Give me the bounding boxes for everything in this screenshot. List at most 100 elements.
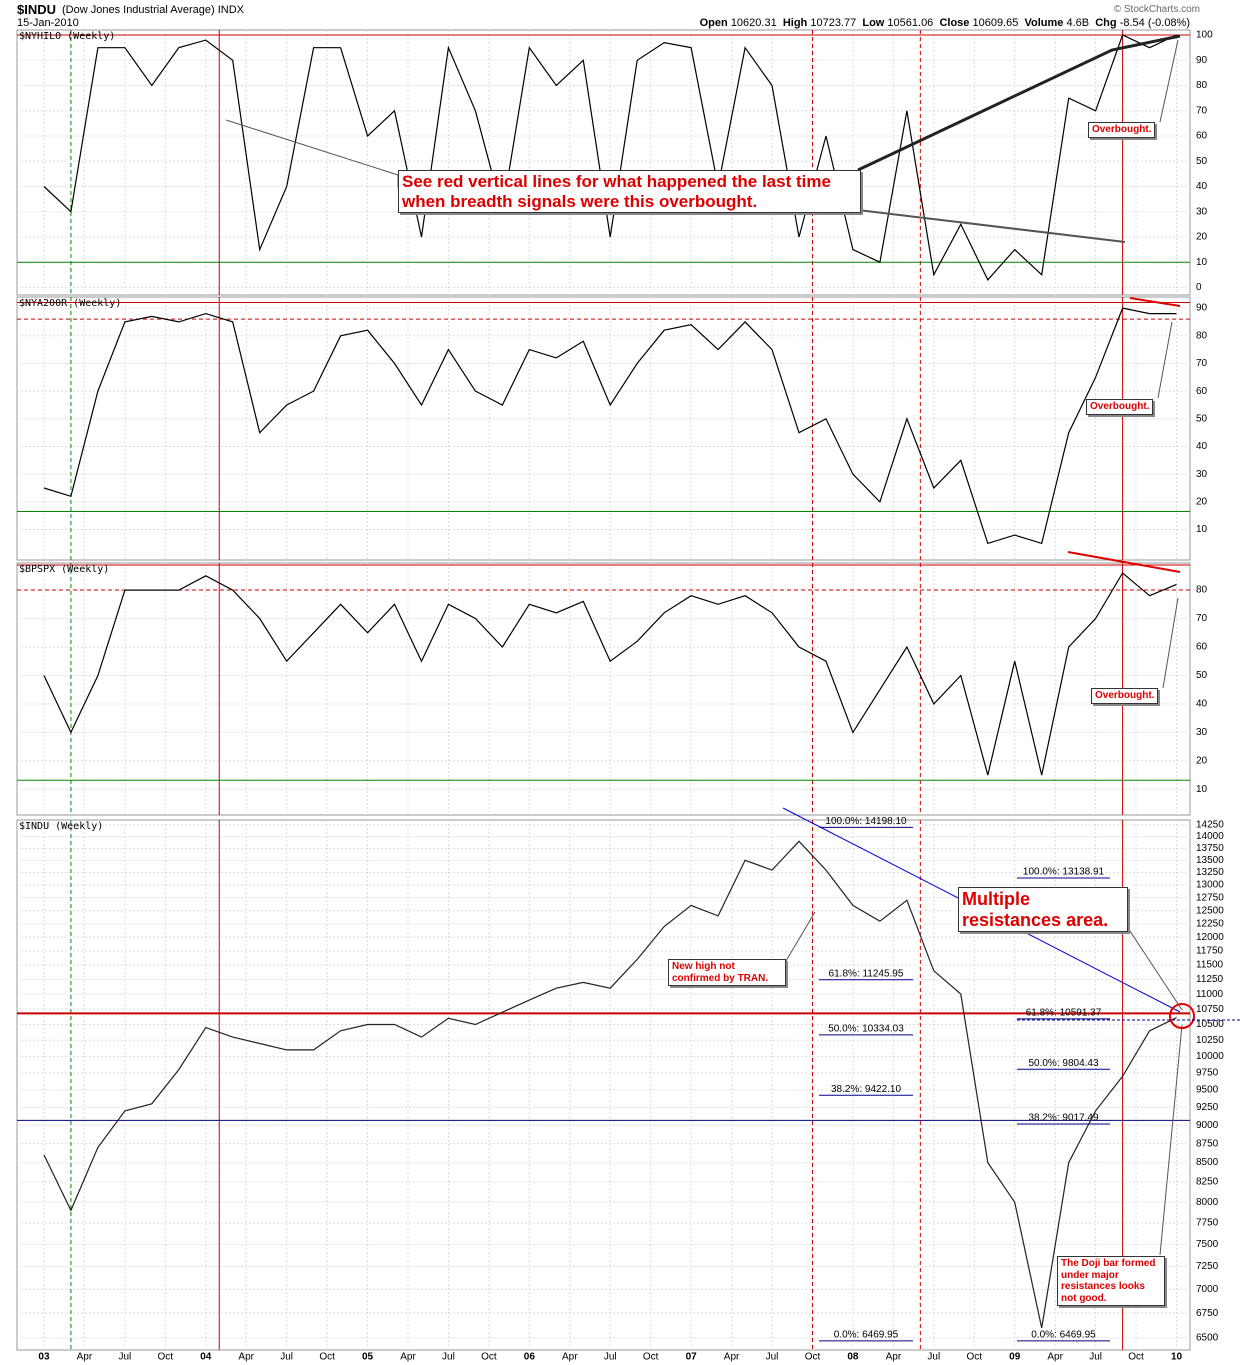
stat-label: Open [699,17,728,29]
x-tick-label: Oct [966,1352,982,1363]
fib-label: 100.0%: 14198.10 [825,816,907,827]
y-tick-label: 9500 [1196,1085,1219,1096]
series-line [43,34,1177,281]
y-tick-label: 30 [1196,727,1208,738]
fib-label: 61.8%: 10591.37 [1026,1008,1102,1019]
y-tick-label: 14250 [1196,820,1224,831]
x-tick-label: Oct [643,1352,659,1363]
y-tick-label: 100 [1196,30,1213,41]
y-tick-label: 14000 [1196,831,1224,842]
x-tick-label: Jul [1089,1352,1102,1363]
y-tick-label: 12500 [1196,905,1224,916]
x-tick-label: Apr [1047,1352,1063,1363]
y-tick-label: 70 [1196,105,1208,116]
y-tick-label: 20 [1196,232,1208,243]
y-tick-label: 40 [1196,181,1208,192]
x-tick-label: Oct [1128,1352,1144,1363]
y-tick-label: 12000 [1196,932,1224,943]
x-tick-label: 07 [686,1352,698,1363]
y-tick-label: 50 [1196,670,1208,681]
y-tick-label: 7250 [1196,1261,1219,1272]
annotation: Overbought. [1086,399,1154,415]
stat-label: High [782,17,808,29]
annotation: New high not confirmed by TRAN. [668,959,786,986]
x-tick-label: Apr [77,1352,93,1363]
y-tick-label: 12250 [1196,918,1224,929]
annotation: Overbought. [1091,688,1159,704]
y-tick-label: 9250 [1196,1102,1219,1113]
y-tick-label: 10 [1196,524,1208,535]
x-tick-label: Oct [158,1352,174,1363]
annotation: The Doji bar formed under major resistan… [1057,1256,1165,1306]
y-tick-label: 40 [1196,699,1208,710]
x-tick-label: Apr [400,1352,416,1363]
stat-label: Close [939,17,970,29]
y-tick-label: 0 [1196,282,1202,293]
series-name: $NYHILO (Weekly) [19,31,115,42]
x-tick-label: 06 [524,1352,536,1363]
y-tick-label: 7000 [1196,1284,1219,1295]
y-tick-label: 11750 [1196,946,1224,957]
panel-frame [16,296,1191,561]
x-tick-label: 04 [200,1352,212,1363]
y-tick-label: 10000 [1196,1051,1224,1062]
y-tick-label: 60 [1196,131,1208,142]
credit: © StockCharts.com [1113,4,1200,15]
series-name: $NYA200R (Weekly) [19,298,121,309]
y-tick-label: 50 [1196,156,1208,167]
y-tick-label: 13500 [1196,855,1224,866]
stat-value: 10561.06 [887,17,934,29]
x-tick-label: Oct [319,1352,335,1363]
panel-frame [16,562,1191,816]
x-tick-label: Apr [562,1352,578,1363]
y-tick-label: 30 [1196,469,1208,480]
stat-value: 10609.65 [972,17,1019,29]
y-tick-label: 70 [1196,613,1208,624]
y-tick-label: 6750 [1196,1308,1219,1319]
x-tick-label: Apr [238,1352,254,1363]
stat-value: 10723.77 [810,17,857,29]
y-tick-label: 60 [1196,642,1208,653]
x-tick-label: Jul [766,1352,779,1363]
panel-frame [16,819,1191,1351]
y-tick-label: 8000 [1196,1197,1219,1208]
stat-label: Chg [1095,17,1117,29]
stat-value: 4.6B [1066,17,1090,29]
y-tick-label: 9750 [1196,1068,1219,1079]
y-tick-label: 13000 [1196,880,1224,891]
symbol-name: (Dow Jones Industrial Average) INDX [62,4,244,16]
fib-label: 61.8%: 11245.95 [829,968,904,979]
fib-label: 50.0%: 9804.43 [1028,1058,1098,1069]
y-tick-label: 8250 [1196,1177,1219,1188]
y-tick-label: 13750 [1196,843,1224,854]
annotation: Overbought. [1088,122,1156,138]
date: 15-Jan-2010 [17,17,79,29]
y-tick-label: 11000 [1196,989,1224,1000]
x-tick-label: Jul [280,1352,293,1363]
y-tick-label: 80 [1196,80,1208,91]
stat-label: Low [862,17,885,29]
y-tick-label: 8500 [1196,1157,1219,1168]
pointers [225,34,1240,1256]
y-tick-label: 10 [1196,257,1208,268]
y-tick-label: 12750 [1196,892,1224,903]
y-tick-label: 80 [1196,585,1208,596]
y-tick-label: 10500 [1196,1019,1224,1030]
x-tick-label: Jul [118,1352,131,1363]
x-tick-label: Oct [805,1352,821,1363]
y-tick-label: 60 [1196,386,1208,397]
fib-label: 38.2%: 9017.49 [1028,1113,1098,1124]
y-tick-label: 10750 [1196,1004,1224,1015]
y-tick-label: 20 [1196,756,1208,767]
y-tick-label: 8750 [1196,1138,1219,1149]
series-line [43,307,1177,545]
y-tick-label: 80 [1196,330,1208,341]
x-tick-label: Apr [886,1352,902,1363]
fib-label: 38.2%: 9422.10 [831,1084,901,1095]
x-tick-label: 05 [362,1352,374,1363]
y-tick-label: 90 [1196,55,1208,66]
annotation: See red vertical lines for what happened… [398,170,861,214]
x-tick-label: Apr [724,1352,740,1363]
fib-label: 0.0%: 6469.95 [834,1329,899,1340]
